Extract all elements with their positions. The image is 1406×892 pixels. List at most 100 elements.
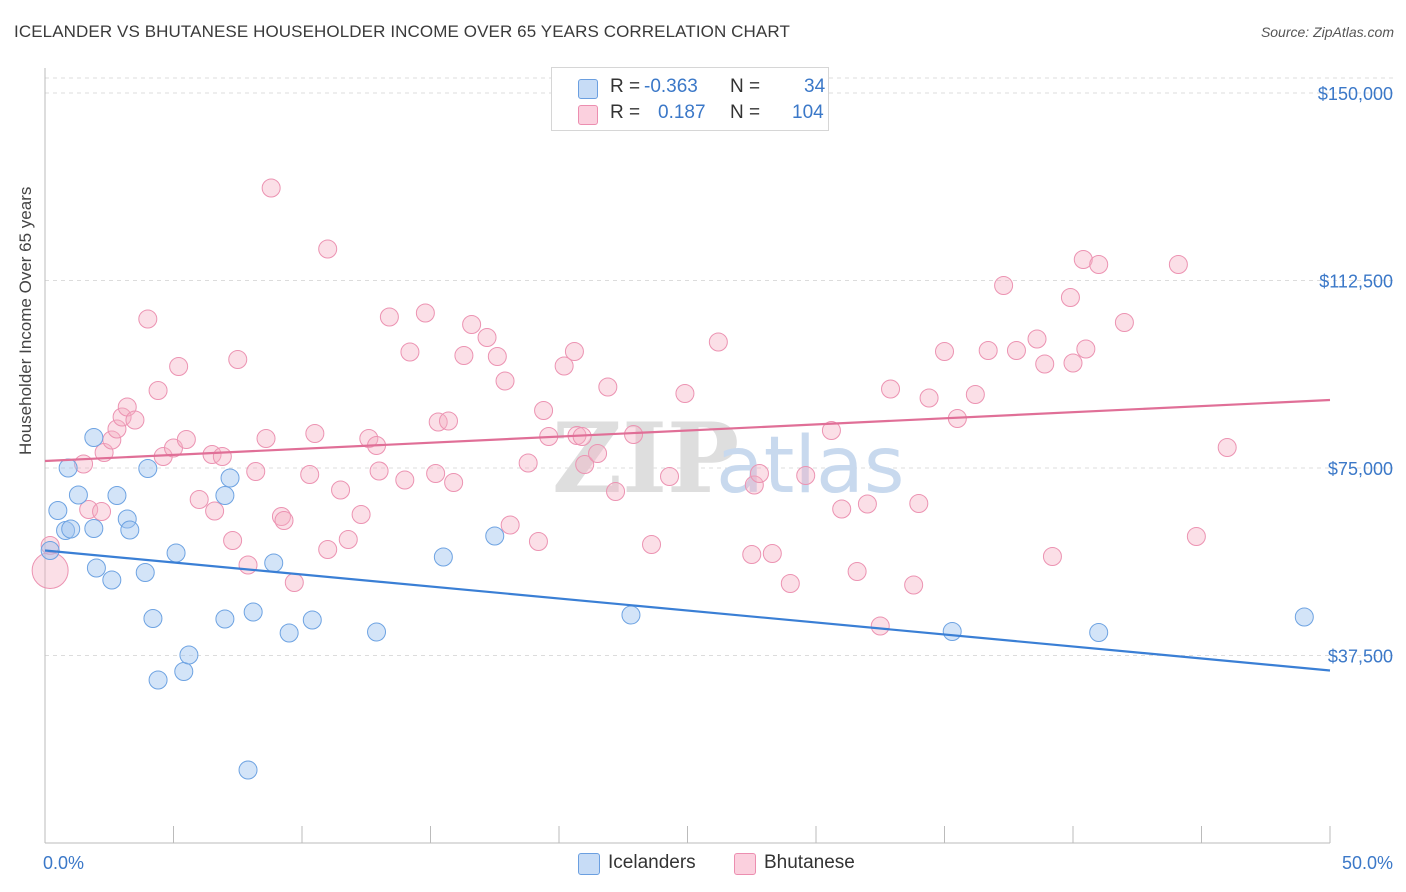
data-point-bhutanese [228, 350, 248, 369]
data-point-icelanders [166, 543, 186, 563]
data-point-bhutanese [351, 505, 371, 524]
data-point-bhutanese [1063, 353, 1083, 373]
data-point-bhutanese [1006, 341, 1026, 360]
data-point-bhutanese [92, 502, 112, 521]
y-tick-label: $37,500 [1328, 647, 1393, 667]
data-point-bhutanese [428, 412, 448, 432]
data-point-icelanders [179, 645, 199, 665]
x-tick-label: 0.0% [43, 853, 84, 873]
data-point-bhutanese [857, 494, 877, 514]
data-point-bhutanese [909, 494, 929, 513]
data-point-bhutanese [994, 276, 1014, 295]
data-point-bhutanese [31, 552, 69, 589]
data-point-bhutanese [534, 401, 554, 420]
data-point-bhutanese [318, 540, 338, 559]
data-point-bhutanese [935, 342, 954, 361]
chart-source: Source: ZipAtlas.com [1260, 24, 1394, 40]
data-point-bhutanese [138, 309, 158, 329]
data-point-icelanders [1089, 623, 1109, 642]
data-point-icelanders [117, 509, 137, 529]
data-point-bhutanese [1060, 288, 1080, 307]
data-point-bhutanese [1042, 547, 1062, 566]
data-point-icelanders [367, 622, 387, 642]
data-point-bhutanese [426, 464, 446, 483]
data-point-bhutanese [744, 475, 764, 495]
data-point-bhutanese [1035, 354, 1055, 374]
data-point-bhutanese [978, 341, 998, 360]
data-point-icelanders [61, 519, 81, 539]
data-point-bhutanese [518, 453, 538, 473]
data-point-icelanders [102, 570, 122, 590]
data-point-icelanders [84, 428, 104, 447]
data-point-bhutanese [564, 342, 584, 361]
data-point-bhutanese [379, 307, 399, 327]
data-point-bhutanese [708, 332, 728, 352]
data-point-icelanders [433, 547, 453, 567]
data-point-bhutanese [1089, 255, 1109, 274]
data-point-bhutanese [919, 388, 939, 408]
data-point-bhutanese [1073, 250, 1093, 269]
data-point-icelanders [264, 553, 284, 573]
watermark-zip: ZIP [552, 402, 739, 515]
legend-swatch-bhutanese [578, 105, 598, 125]
data-point-bhutanese [500, 515, 520, 535]
data-point-bhutanese [588, 444, 608, 463]
data-point-bhutanese [444, 473, 464, 492]
data-point-bhutanese [331, 480, 351, 500]
data-point-bhutanese [415, 303, 435, 323]
data-point-bhutanese [261, 178, 281, 198]
data-point-bhutanese [438, 411, 458, 431]
data-point-bhutanese [832, 499, 852, 519]
data-point-bhutanese [660, 467, 680, 486]
data-point-bhutanese [1114, 313, 1134, 332]
data-point-icelanders [120, 520, 140, 540]
data-point-icelanders [1294, 607, 1314, 627]
data-point-icelanders [84, 519, 104, 538]
data-point-bhutanese [796, 466, 816, 485]
correlation-legend: R = -0.363 N = 34 R = 0.187 N = 104 [551, 67, 829, 131]
data-point-bhutanese [1168, 255, 1188, 274]
data-point-icelanders [138, 459, 158, 478]
data-point-icelanders [135, 563, 155, 582]
data-point-icelanders [86, 558, 106, 578]
data-point-bhutanese [395, 470, 415, 490]
data-point-icelanders [58, 458, 78, 478]
data-point-bhutanese [223, 531, 243, 550]
data-point-bhutanese [256, 429, 276, 448]
data-point-bhutanese [821, 421, 841, 440]
legend-r-label: R = [610, 102, 641, 123]
data-point-icelanders [302, 610, 322, 630]
data-point-bhutanese [125, 410, 145, 430]
data-point-icelanders [621, 605, 641, 625]
data-point-bhutanese [598, 377, 618, 397]
y-tick-label: $150,000 [1318, 84, 1393, 104]
data-point-bhutanese [318, 239, 338, 259]
x-tick-label: 50.0% [1342, 853, 1393, 873]
data-point-icelanders [148, 670, 168, 690]
data-point-bhutanese [284, 573, 304, 592]
data-point-bhutanese [462, 315, 482, 334]
data-point-bhutanese [495, 371, 515, 391]
legend-r-label: R = [610, 76, 641, 97]
trend-line-bhutanese [44, 398, 1331, 463]
data-point-bhutanese [246, 462, 266, 481]
data-point-icelanders [220, 468, 240, 488]
data-point-bhutanese [904, 575, 924, 595]
data-point-bhutanese [642, 535, 662, 554]
data-point-bhutanese [554, 356, 574, 376]
data-point-bhutanese [205, 501, 225, 521]
data-point-bhutanese [749, 464, 769, 483]
data-point-bhutanese [176, 430, 196, 449]
data-point-bhutanese [847, 562, 867, 581]
data-point-bhutanese [238, 555, 258, 575]
data-point-bhutanese [300, 465, 320, 484]
data-point-bhutanese [400, 342, 420, 362]
legend-n-value: 34 [804, 76, 826, 97]
legend-swatch-bhutanese [734, 853, 756, 875]
legend-r-value: -0.363 [644, 76, 698, 97]
data-point-icelanders [238, 760, 258, 780]
data-point-bhutanese [369, 461, 389, 481]
data-point-bhutanese [1186, 527, 1206, 546]
legend-label-bhutanese: Bhutanese [764, 852, 855, 873]
